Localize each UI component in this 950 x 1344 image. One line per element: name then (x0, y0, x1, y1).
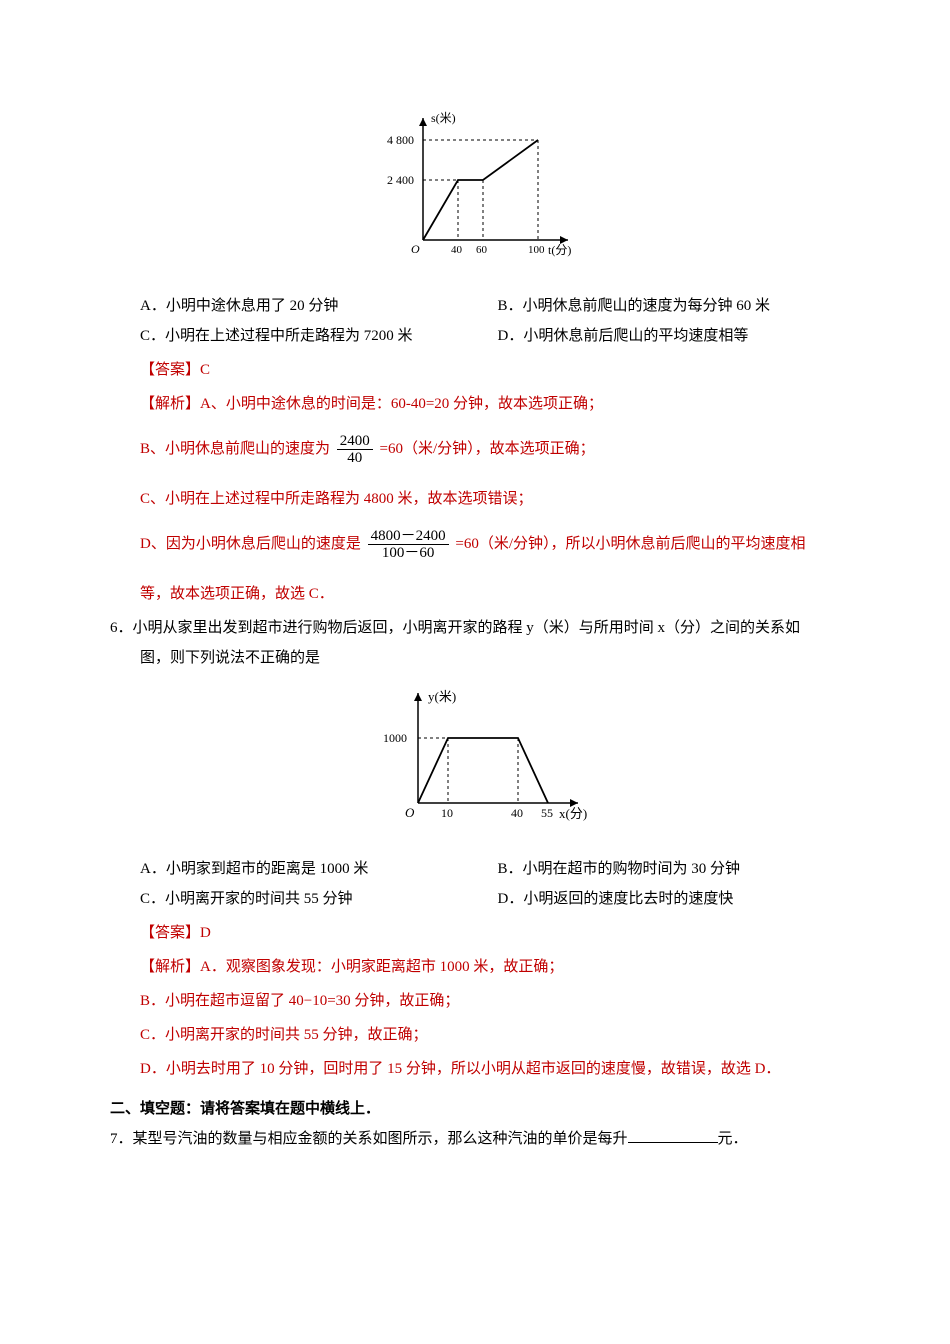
q6-choices: A．小明家到超市的距离是 1000 米 B．小明在超市的购物时间为 30 分钟 … (140, 854, 855, 914)
svg-text:2 400: 2 400 (387, 173, 414, 187)
svg-text:100: 100 (528, 244, 545, 256)
svg-text:O: O (405, 805, 415, 820)
q6-explain-d: D．小明去时用了 10 分钟，回时用了 15 分钟，所以小明从超市返回的速度慢，… (140, 1054, 855, 1084)
q6-explain-b: B．小明在超市逗留了 40−10=30 分钟，故正确； (140, 986, 855, 1016)
svg-text:60: 60 (476, 244, 488, 256)
chart2-svg: y(米) 1000 O 10 40 55 x(分) (373, 683, 593, 823)
q5-answer-block: 【答案】C 【解析】A、小明中途休息的时间是：60-40=20 分钟，故本选项正… (110, 355, 855, 609)
svg-text:40: 40 (451, 244, 463, 256)
section2-heading: 二、填空题：请将答案填在题中横线上． (110, 1094, 855, 1124)
svg-text:O: O (411, 242, 420, 256)
q5-choices: A．小明中途休息用了 20 分钟 B．小明休息前爬山的速度为每分钟 60 米 C… (140, 291, 855, 351)
svg-text:4 800: 4 800 (387, 133, 414, 147)
q6-chart: y(米) 1000 O 10 40 55 x(分) (110, 683, 855, 834)
q6-choice-c: C．小明离开家的时间共 55 分钟 (140, 884, 498, 914)
q6-answer: 【答案】D (140, 918, 855, 948)
q5-explain-d: D、因为小明休息后爬山的速度是 4800－2400 100－60 =60（米/分… (140, 528, 855, 561)
q6-explain-a: 【解析】A．观察图象发现：小明家距离超市 1000 米，故正确； (140, 952, 855, 982)
svg-text:55: 55 (541, 806, 553, 820)
q7-blank[interactable] (628, 1128, 718, 1143)
svg-text:10: 10 (441, 806, 453, 820)
svg-text:40: 40 (511, 806, 523, 820)
q6-choice-a: A．小明家到超市的距离是 1000 米 (140, 854, 498, 884)
q5-choice-c: C．小明在上述过程中所走路程为 7200 米 (140, 321, 498, 351)
q5-explain-a: 【解析】A、小明中途休息的时间是：60-40=20 分钟，故本选项正确； (140, 389, 855, 419)
q7-stem: 7．某型号汽油的数量与相应金额的关系如图所示，那么这种汽油的单价是每升元． (110, 1124, 855, 1154)
q6-choice-d: D．小明返回的速度比去时的速度快 (498, 884, 856, 914)
q6-explain-c: C．小明离开家的时间共 55 分钟，故正确； (140, 1020, 855, 1050)
svg-text:y(米): y(米) (428, 689, 456, 704)
q5-explain-d2: 等，故本选项正确，故选 C． (140, 579, 855, 609)
q5-choice-d: D．小明休息前后爬山的平均速度相等 (498, 321, 856, 351)
q5-answer: 【答案】C (140, 355, 855, 385)
q6-answer-block: 【答案】D 【解析】A．观察图象发现：小明家距离超市 1000 米，故正确； B… (110, 918, 855, 1084)
q5-choice-a: A．小明中途休息用了 20 分钟 (140, 291, 498, 321)
q6-stem-2: 图，则下列说法不正确的是 (110, 643, 855, 673)
svg-text:s(米): s(米) (431, 111, 456, 125)
svg-text:1000: 1000 (383, 731, 407, 745)
svg-text:x(分): x(分) (559, 806, 587, 821)
q6-choice-b: B．小明在超市的购物时间为 30 分钟 (498, 854, 856, 884)
q5-explain-b: B、小明休息前爬山的速度为 2400 40 =60（米/分钟），故本选项正确； (140, 433, 855, 466)
q5-d-fraction: 4800－2400 100－60 (368, 528, 449, 561)
q5-b-fraction: 2400 40 (337, 433, 373, 466)
chart1-svg: s(米) 4 800 2 400 O 40 60 100 t(分) (383, 110, 583, 260)
q6-block: 6．小明从家里出发到超市进行购物后返回，小明离开家的路程 y（米）与所用时间 x… (110, 613, 855, 1084)
q5-explain-c: C、小明在上述过程中所走路程为 4800 米，故本选项错误； (140, 484, 855, 514)
svg-text:t(分): t(分) (548, 243, 571, 257)
q5-chart: s(米) 4 800 2 400 O 40 60 100 t(分) (110, 110, 855, 271)
q5-choice-b: B．小明休息前爬山的速度为每分钟 60 米 (498, 291, 856, 321)
q7-block: 7．某型号汽油的数量与相应金额的关系如图所示，那么这种汽油的单价是每升元． (110, 1124, 855, 1154)
q6-stem-1: 6．小明从家里出发到超市进行购物后返回，小明离开家的路程 y（米）与所用时间 x… (110, 613, 855, 643)
